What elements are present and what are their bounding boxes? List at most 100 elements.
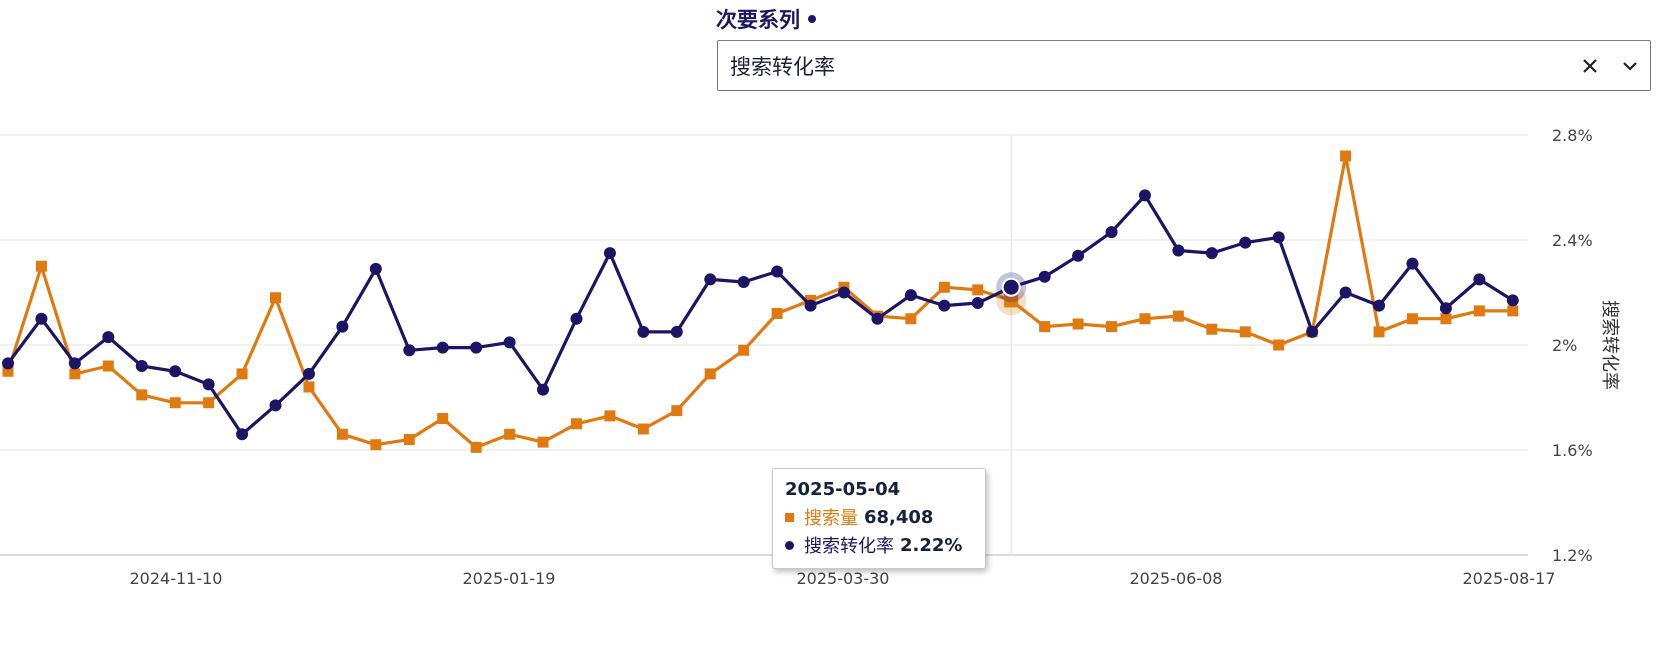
data-point [169,397,181,409]
data-point [336,320,349,333]
data-point [838,286,850,299]
data-point [370,439,382,451]
tooltip-series-name: 搜索量 [804,508,858,529]
data-point [169,365,182,378]
y-tick-label: 2.8% [1552,126,1593,145]
data-point [2,357,14,370]
series-line [6,154,1513,449]
data-point [369,262,382,275]
data-point [737,276,750,288]
secondary-series-select[interactable]: 搜索转化率 [717,40,1651,91]
close-icon[interactable] [1570,41,1610,90]
chevron-down-icon[interactable] [1610,41,1650,90]
data-point [1139,313,1151,325]
data-point [1373,326,1385,338]
data-point [1439,302,1452,315]
data-point [604,410,616,422]
data-point [1473,305,1485,317]
data-point [504,428,516,440]
data-point [738,344,750,356]
data-point [1239,236,1252,249]
data-point [671,405,683,417]
data-point [971,297,984,309]
data-point [1038,270,1051,283]
data-point [1106,321,1118,333]
x-tick-label: 2025-08-17 [1463,569,1556,588]
y-axis-ticks: 2.8% 2.4% 2% 1.6% 1.2% [1552,126,1593,565]
data-point [69,368,81,380]
data-point [1507,305,1519,317]
data-point [437,413,449,424]
data-point [1072,249,1085,262]
data-point [68,357,81,370]
data-point [704,273,717,286]
data-point [503,336,516,349]
y-tick-label: 2.4% [1552,231,1593,250]
data-point [804,299,817,312]
tooltip-row-search-volume: 搜索量 68,408 [785,504,973,530]
y-axis-title: 搜索转化率 [1599,300,1620,390]
data-point [35,260,47,272]
data-point [136,389,148,401]
y-tick-label: 1.2% [1552,546,1593,565]
data-point [1273,339,1285,351]
select-value: 搜索转化率 [730,54,835,79]
data-point [871,312,884,325]
data-point [270,292,282,304]
data-point [336,428,348,440]
data-point [904,289,917,302]
data-point [303,381,315,393]
data-point [470,341,483,354]
data-point [1004,293,1019,308]
data-point [1039,321,1051,333]
data-point [570,418,582,430]
data-point [537,383,550,396]
data-point [1272,231,1285,244]
data-point [1473,273,1486,286]
data-point [637,325,650,338]
x-tick-label: 2025-01-19 [463,569,556,588]
data-point [2,365,14,377]
data-point [470,441,482,453]
chart-tooltip: 2025-05-04 搜索量 68,408 搜索转化率 2.22% [772,468,986,569]
data-point [1205,247,1218,260]
secondary-series-label: 次要系列 [716,4,816,34]
data-point [1306,325,1319,338]
data-point [1001,277,1021,297]
data-point [1373,299,1386,312]
data-point [938,281,950,293]
data-point [436,341,449,354]
data-point [35,312,48,325]
data-point [202,378,215,391]
data-point [570,312,583,325]
x-tick-label: 2024-11-10 [130,569,223,588]
data-point [704,368,716,380]
tooltip-series-value: 68,408 [864,506,934,528]
series-conversion-rate [2,189,1519,441]
data-point [1172,310,1184,322]
circle-marker-icon [785,540,794,550]
data-point [403,434,415,445]
data-point [1239,326,1251,338]
data-point [771,265,784,278]
data-point [102,360,114,372]
data-point [135,360,148,372]
data-point [236,428,249,441]
data-point [1138,189,1151,202]
data-point [771,308,783,319]
data-point [905,313,917,325]
data-point [1172,244,1185,257]
grid-lines [0,134,1528,556]
data-point [1406,313,1418,325]
data-point [1506,294,1519,307]
series-search-volume [2,150,1519,453]
tooltip-date: 2025-05-04 [785,479,901,500]
y-tick-label: 1.6% [1552,441,1593,460]
tooltip-row-conversion-rate: 搜索转化率 2.22% [785,532,973,558]
data-point [1340,150,1352,162]
data-point [1105,226,1118,239]
tooltip-series-name: 搜索转化率 [804,536,894,557]
data-point [269,399,282,412]
tooltip-series-value: 2.22% [900,534,963,556]
